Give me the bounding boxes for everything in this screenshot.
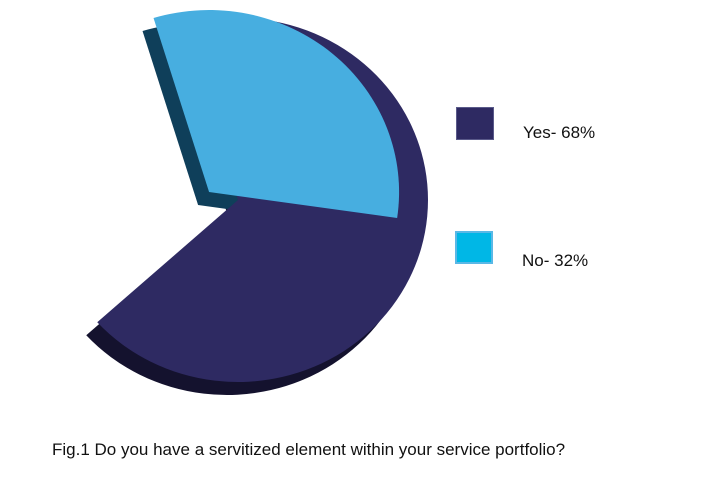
legend-item-yes: Yes- 68% (456, 107, 595, 142)
legend-swatch-no (455, 231, 493, 264)
legend-item-no: No- 32% (455, 231, 588, 270)
legend-swatch-yes (456, 107, 494, 140)
pie-slice-no (153, 10, 400, 218)
figure-caption: Fig.1 Do you have a servitized element w… (52, 440, 566, 459)
legend-label-no: No- 32% (522, 251, 589, 270)
legend-label-yes: Yes- 68% (523, 123, 596, 142)
